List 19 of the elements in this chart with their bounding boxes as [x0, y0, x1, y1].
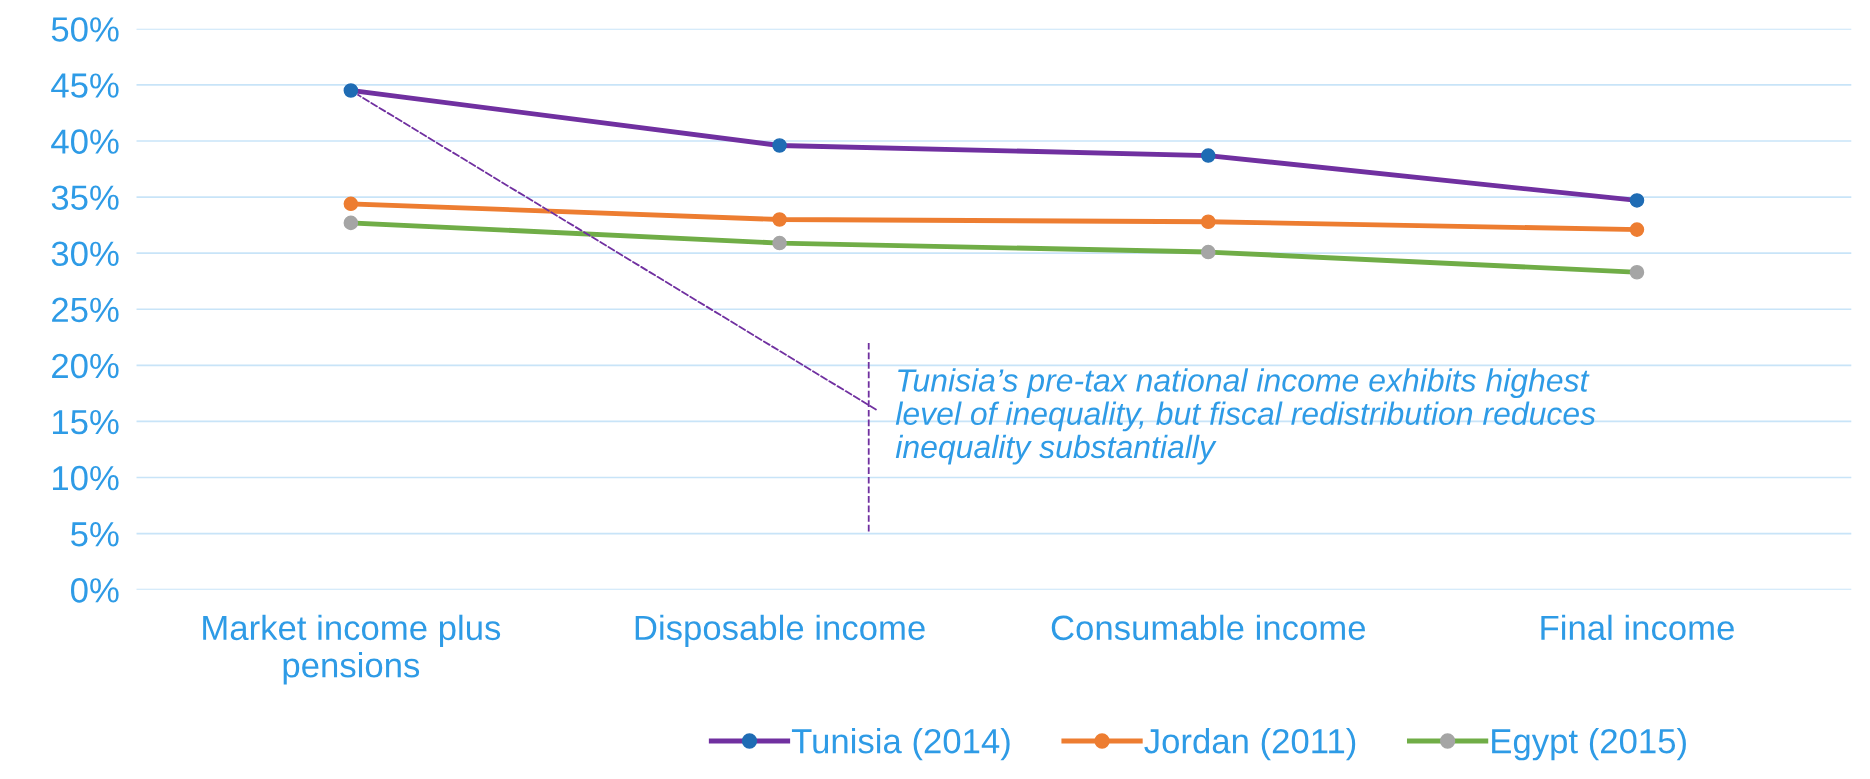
y-tick-label: 25% — [52, 297, 119, 323]
legend-label: Egypt (2015) — [1492, 728, 1686, 761]
y-tick-label: 50% — [51, 17, 119, 42]
y-tick-label: 30% — [51, 241, 119, 267]
x-tick-label: Market income plus pensions — [203, 614, 501, 685]
y-tick-label: 35% — [51, 185, 119, 211]
y-tick-label: 20% — [52, 353, 119, 379]
x-tick-label: Consumable income — [1051, 614, 1365, 641]
x-tick-label: Final income — [1541, 614, 1734, 641]
y-tick-label: 5% — [71, 522, 119, 547]
y-tick-label: 15% — [53, 409, 119, 435]
y-tick-label: 45% — [51, 73, 119, 98]
legend-label: Tunisia (2014) — [791, 728, 1010, 761]
y-tick-label: 0% — [71, 578, 119, 603]
x-tick-label: Disposable income — [635, 614, 925, 648]
annotation: Tunisia’s pre-tax national income exhibits highest level of inequality, but fiscal redistribution reduces inequality substantially — [895, 368, 1596, 465]
legend-label: Jordan (2011) — [1144, 728, 1356, 761]
y-tick-label: 40% — [51, 129, 119, 154]
y-tick-label: 10% — [53, 465, 119, 491]
